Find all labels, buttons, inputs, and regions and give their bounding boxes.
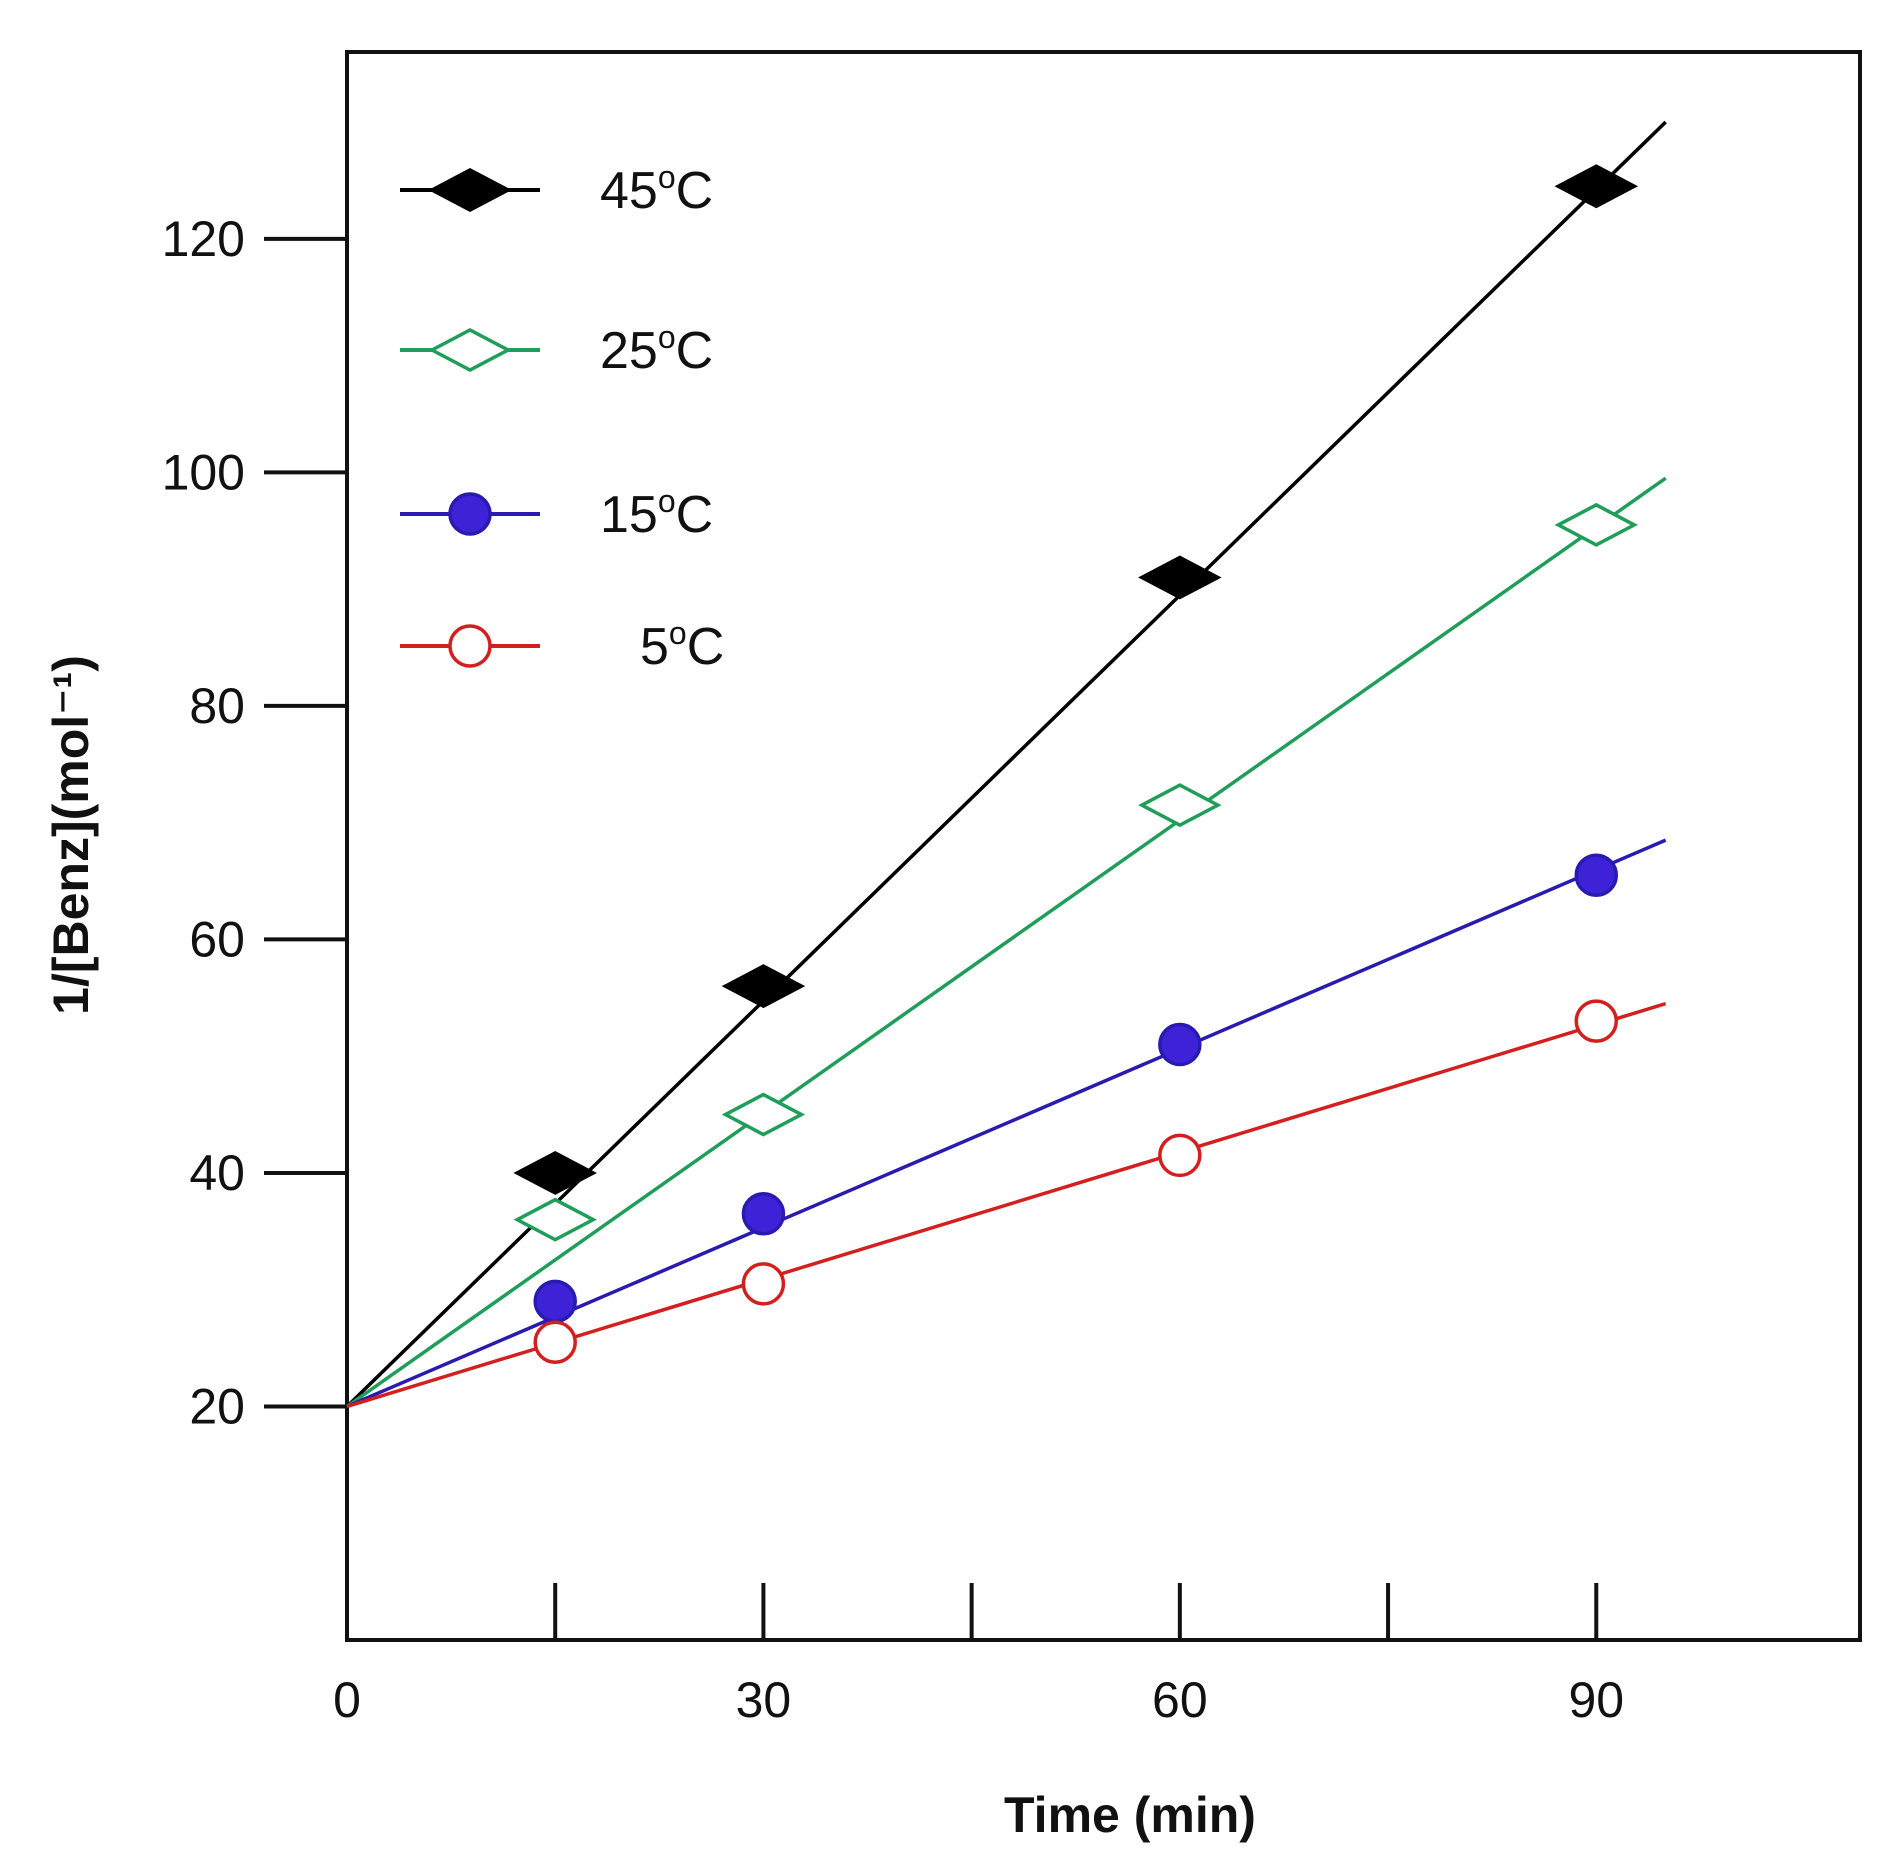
x-tick-label: 0 <box>333 1672 361 1728</box>
legend-marker <box>448 624 492 668</box>
legend-label: 25oC <box>600 319 713 380</box>
y-tick-label: 80 <box>189 678 245 734</box>
data-point-25c <box>721 1092 806 1137</box>
legend-marker <box>448 492 492 536</box>
data-point-15c <box>1158 1022 1202 1067</box>
legend-label: 5oC <box>640 615 724 676</box>
data-point-5c <box>1574 999 1619 1043</box>
y-tick-label: 60 <box>189 911 245 967</box>
data-markers <box>513 164 1639 1364</box>
data-point-15c <box>741 1192 786 1236</box>
data-point-45c <box>1138 555 1222 600</box>
legend-label: 45oC <box>600 159 713 220</box>
legend-marker <box>428 168 512 212</box>
data-point-25c <box>1554 502 1639 547</box>
data-point-5c <box>533 1320 577 1364</box>
y-tick-label: 120 <box>162 211 245 267</box>
data-point-45c <box>721 964 806 1009</box>
data-point-15c <box>533 1279 577 1324</box>
legend-marker <box>428 328 512 372</box>
legend-label: 15oC <box>600 483 713 544</box>
fit-lines <box>345 120 1667 1409</box>
legend-degree: o <box>658 159 676 195</box>
data-point-45c <box>1554 164 1639 209</box>
x-tick-label: 60 <box>1152 1672 1208 1728</box>
legend-degree: o <box>658 483 676 519</box>
legend-degree: o <box>669 615 687 651</box>
data-point-5c <box>1158 1133 1202 1178</box>
y-axis-title: 1/[Benz](mol⁻¹) <box>43 655 99 1015</box>
fit-line-25c <box>345 476 1667 1408</box>
legend-unit: C <box>676 486 714 544</box>
legend-unit: C <box>676 162 714 220</box>
y-axis: 20 40 60 80 100 120 <box>162 211 347 1434</box>
data-point-45c <box>513 1150 597 1195</box>
data-point-5c <box>741 1262 786 1306</box>
x-axis-title: Time (min) <box>1004 1787 1256 1843</box>
plot-frame <box>345 50 1862 1642</box>
legend-unit: C <box>687 618 725 676</box>
x-axis: 0 30 60 90 <box>333 1583 1624 1728</box>
fit-line-45c <box>345 120 1667 1408</box>
legend: 45oC 25oC 15oC 5oC <box>400 159 724 676</box>
x-tick-label: 90 <box>1568 1672 1624 1728</box>
legend-degree: o <box>658 319 676 355</box>
data-point-25c <box>513 1197 597 1242</box>
legend-unit: C <box>676 322 714 380</box>
x-tick-label: 30 <box>736 1672 792 1728</box>
y-tick-label: 40 <box>189 1145 245 1201</box>
y-tick-label: 100 <box>162 444 245 500</box>
fit-line-15c <box>346 838 1667 1409</box>
y-tick-label: 20 <box>189 1378 245 1434</box>
data-point-25c <box>1138 783 1222 828</box>
data-point-15c <box>1574 853 1619 897</box>
